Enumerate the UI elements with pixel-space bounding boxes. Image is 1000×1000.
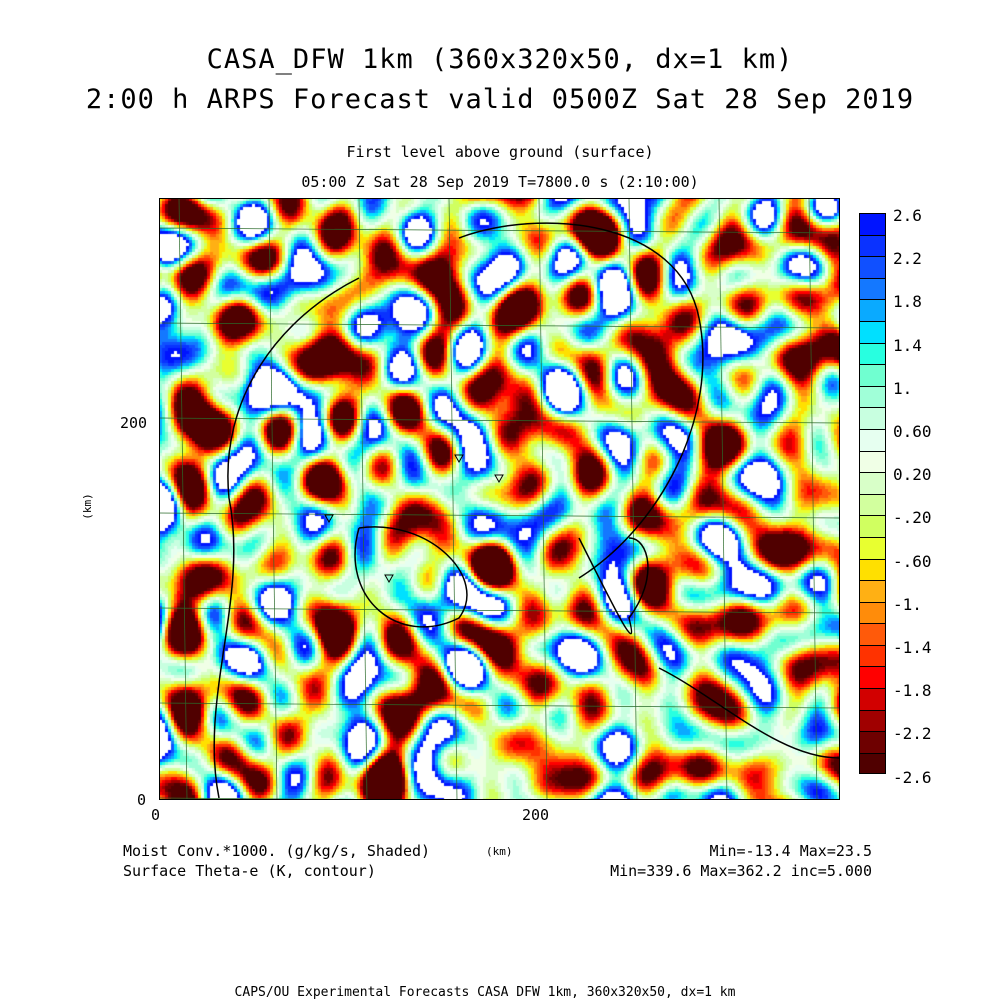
colorbar-bin — [859, 385, 886, 408]
station-marker-icon — [324, 514, 334, 524]
theta-e-contour — [458, 222, 704, 579]
shaded-min-max: Min=-13.4 Max=23.5 — [709, 842, 872, 860]
county-line — [159, 227, 840, 234]
colorbar-bin — [859, 536, 886, 559]
county-line — [538, 198, 548, 800]
station-marker-icon — [494, 474, 504, 484]
title-line-2: 2:00 h ARPS Forecast valid 0500Z Sat 28 … — [85, 84, 915, 115]
colorbar-label: 0.20 — [893, 465, 932, 485]
colorbar-bin — [859, 320, 886, 343]
moist-convergence-heatmap — [159, 198, 840, 800]
x-axis-label: (km) — [486, 845, 513, 858]
colorbar-label: -1.4 — [893, 638, 932, 657]
colorbar-bin — [859, 299, 886, 321]
y-axis-label: (km) — [80, 493, 94, 520]
y-tick-label: 0 — [137, 791, 147, 809]
colorbar-label: -2.6 — [893, 767, 932, 787]
colorbar-label: 1.4 — [893, 335, 922, 355]
county-line — [628, 198, 638, 800]
colorbar-bin — [859, 623, 886, 645]
county-line — [448, 198, 458, 800]
county-line — [159, 797, 480, 800]
colorbar-label: -.20 — [893, 508, 932, 528]
contour-min-max: Min=339.6 Max=362.2 inc=5.000 — [610, 862, 872, 880]
colorbar-bin — [859, 752, 886, 775]
theta-e-contour — [213, 277, 360, 799]
colorbar-bin — [859, 364, 886, 386]
theta-e-contour — [658, 667, 840, 759]
colorbar-bin — [859, 213, 886, 235]
colorbar-label: 2.6 — [893, 206, 922, 225]
y-tick-label: 200 — [120, 414, 148, 432]
colorbar-label: -.60 — [893, 551, 932, 571]
colorbar — [859, 213, 886, 775]
theta-e-contour — [354, 526, 468, 628]
x-tick-label: 200 — [522, 806, 550, 824]
colorbar-bin — [859, 580, 886, 602]
colorbar-bin — [859, 256, 886, 278]
county-line — [159, 417, 840, 424]
county-line — [178, 198, 188, 800]
contour-field-label: Surface Theta-e (K, contour) — [123, 862, 376, 880]
station-marker-icon — [384, 574, 394, 584]
colorbar-label: -2.2 — [893, 724, 932, 744]
theta-e-contours — [159, 198, 840, 800]
colorbar-bin — [859, 493, 886, 516]
colorbar-label: 0.60 — [893, 422, 932, 441]
colorbar-bin — [859, 601, 886, 624]
colorbar-bin — [859, 688, 886, 710]
colorbar-bin — [859, 709, 886, 732]
shaded-field-label: Moist Conv.*1000. (g/kg/s, Shaded) — [123, 842, 431, 860]
colorbar-bin — [859, 234, 886, 257]
credit-line: CAPS/OU Experimental Forecasts CASA DFW … — [234, 985, 736, 1000]
colorbar-bin — [859, 666, 886, 689]
plot-frame — [159, 198, 840, 800]
subtitle-line-2: 05:00 Z Sat 28 Sep 2019 T=7800.0 s (2:10… — [301, 173, 699, 191]
county-line — [159, 607, 840, 614]
colorbar-label: 1. — [893, 378, 913, 398]
colorbar-bin — [859, 644, 886, 667]
station-marker-icon — [454, 454, 464, 464]
county-line — [159, 702, 840, 709]
colorbar-bin — [859, 277, 886, 300]
county-line — [358, 198, 368, 800]
colorbar-bin — [859, 428, 886, 451]
colorbar-bin — [859, 450, 886, 473]
theta-e-contour — [578, 537, 649, 635]
county-line — [718, 198, 728, 800]
colorbar-bin — [859, 515, 886, 537]
title-line-1: CASA_DFW 1km (360x320x50, dx=1 km) — [206, 44, 794, 75]
colorbar-bin — [859, 558, 886, 581]
county-line — [159, 512, 840, 519]
colorbar-bin — [859, 731, 886, 753]
colorbar-bin — [859, 472, 886, 494]
county-line — [808, 198, 818, 800]
colorbar-label: -1. — [893, 594, 922, 614]
colorbar-bin — [859, 407, 886, 429]
subtitle-line-1: First level above ground (surface) — [346, 143, 654, 161]
colorbar-bin — [859, 342, 886, 365]
colorbar-label: -1.8 — [893, 681, 932, 701]
x-tick-label: 0 — [151, 806, 161, 824]
colorbar-label: 1.8 — [893, 292, 922, 312]
colorbar-label: 2.2 — [893, 249, 922, 269]
county-line — [159, 322, 840, 329]
county-line — [268, 198, 278, 800]
